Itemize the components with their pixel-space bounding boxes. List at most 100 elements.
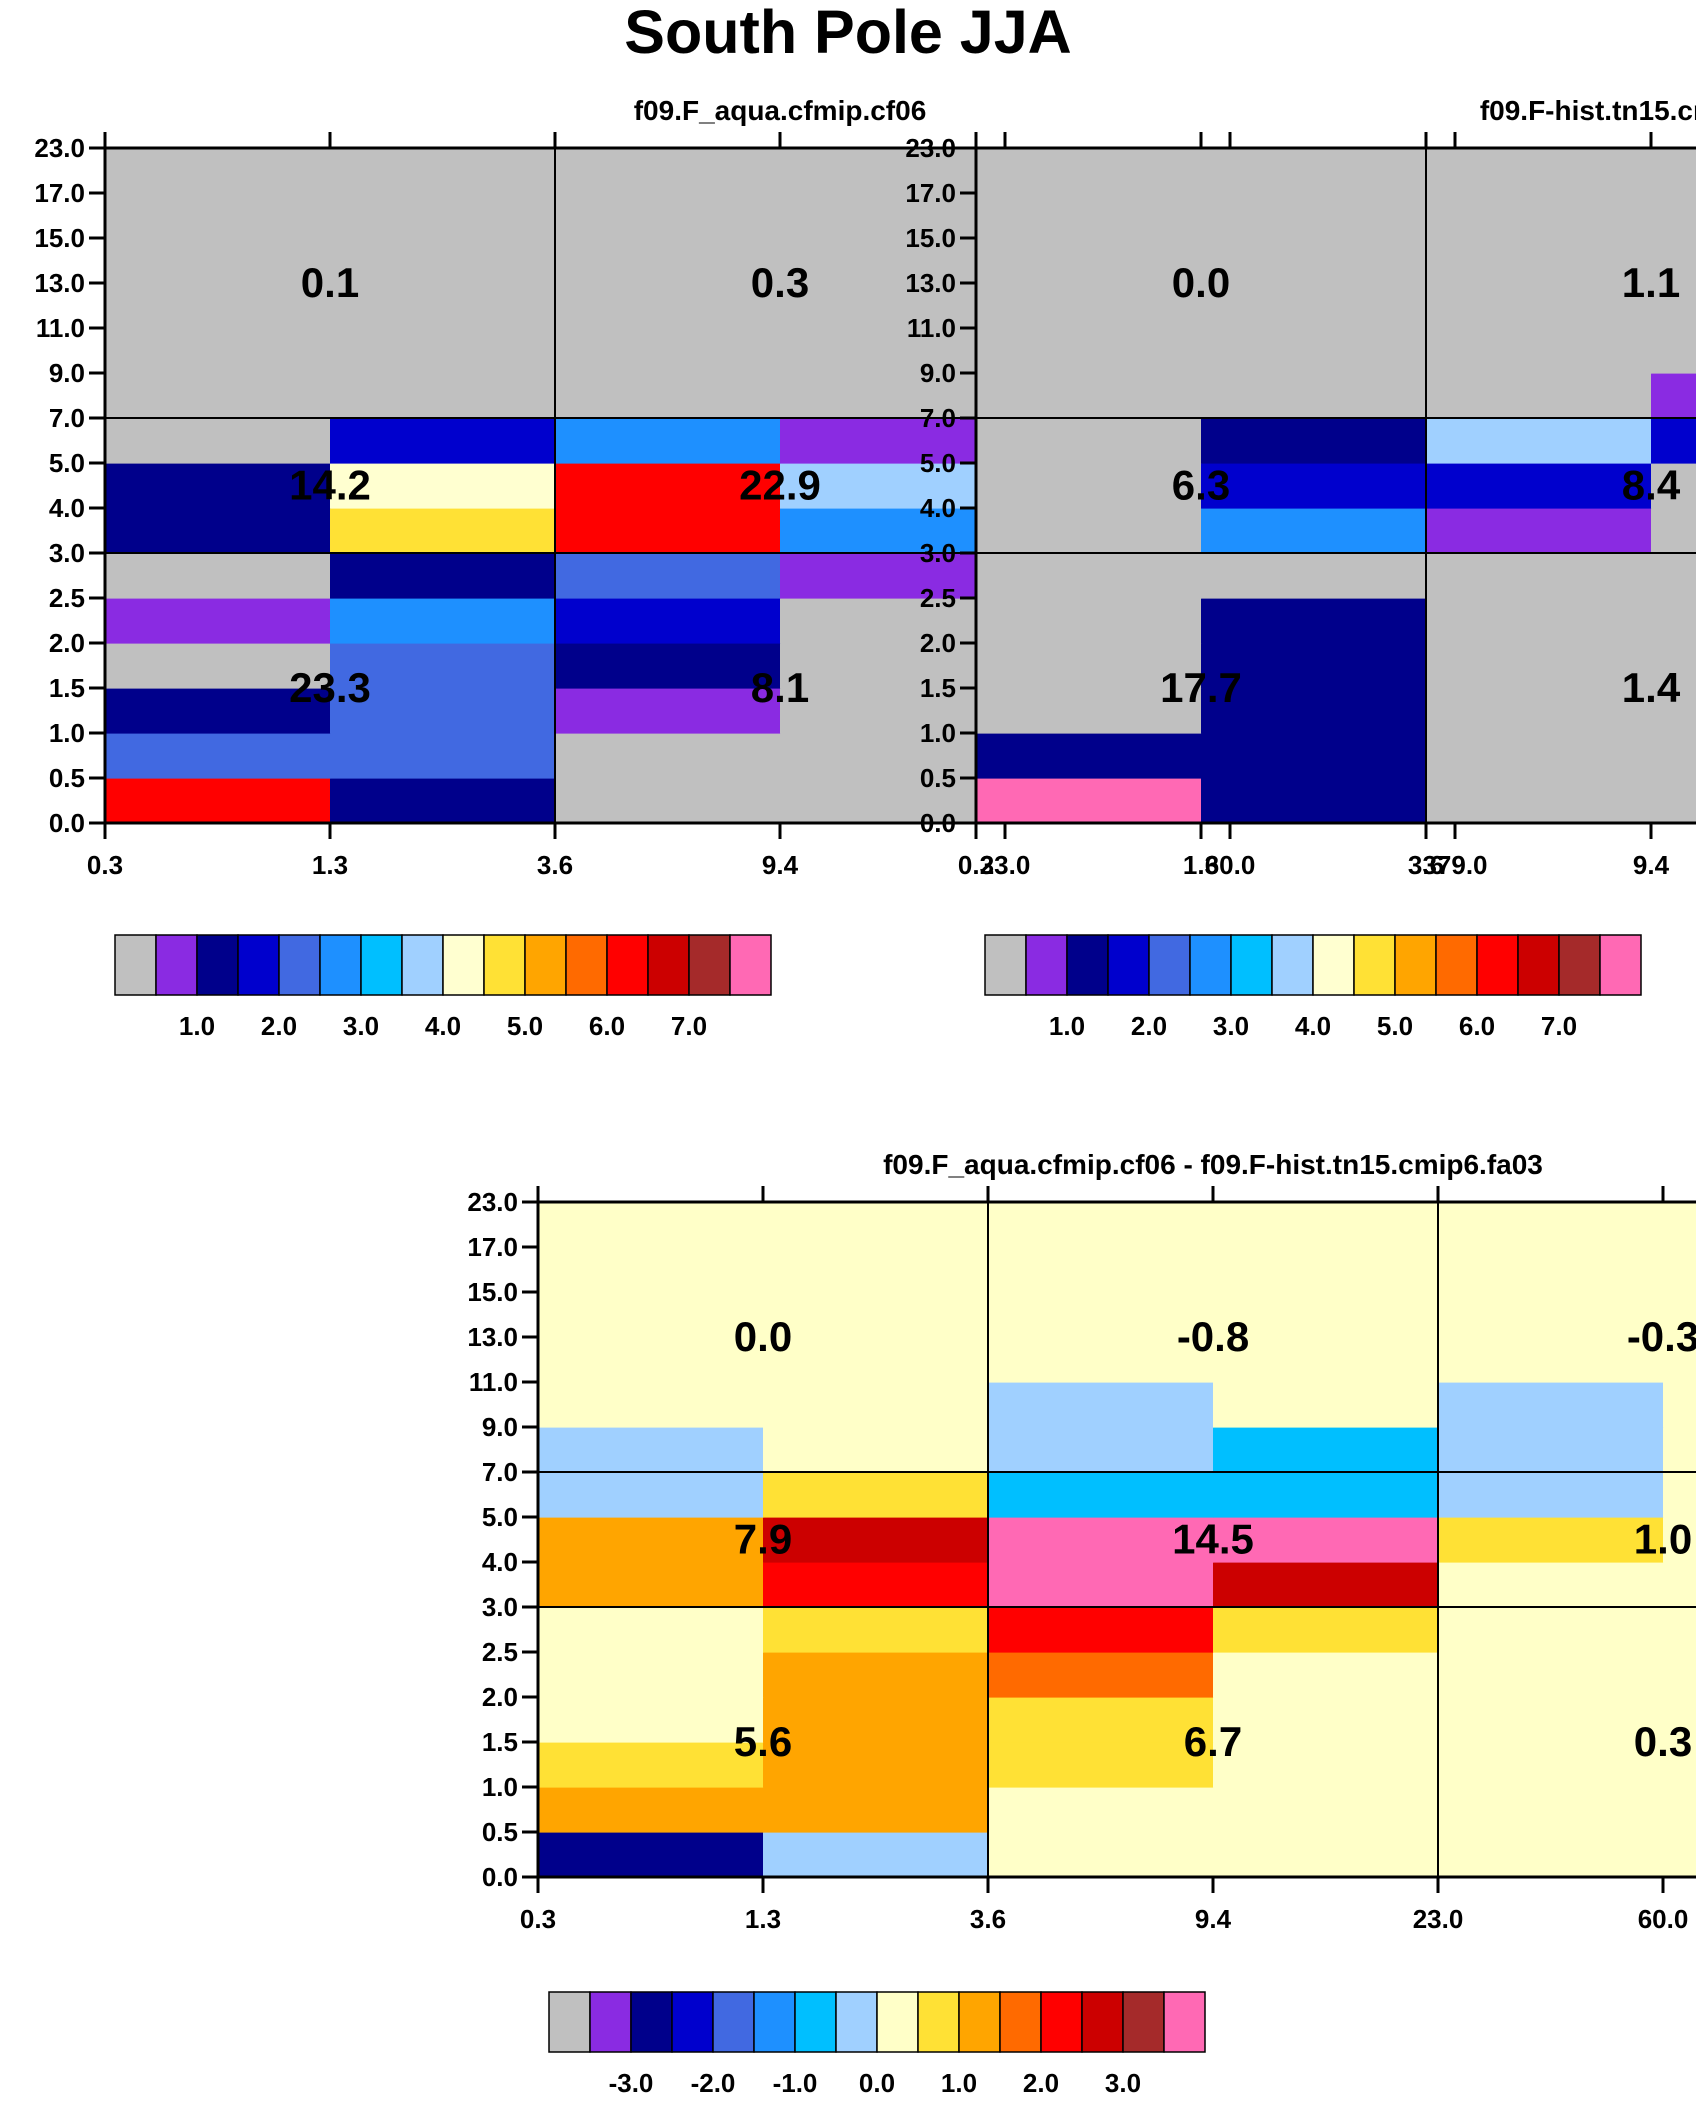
colorbar-label: 2.0 — [261, 1011, 297, 1041]
heatmap-cell — [1201, 373, 1427, 419]
colorbar-swatch — [278, 934, 321, 996]
y-tick-label: 3.0 — [482, 1592, 518, 1622]
heatmap-cell — [330, 148, 556, 194]
heatmap-cell — [763, 1697, 989, 1743]
panel-title: f09.F_aqua.cfmip.cf06 - f09.F-hist.tn15.… — [883, 1149, 1543, 1180]
heatmap-cell — [1651, 508, 1696, 554]
heatmap-cell — [988, 1337, 1214, 1383]
heatmap-cell — [555, 688, 781, 734]
heatmap-cell — [1651, 643, 1696, 689]
y-tick-label: 5.0 — [49, 448, 85, 478]
heatmap-cell — [105, 553, 331, 599]
heatmap-cell — [988, 1787, 1214, 1833]
heatmap-cell — [105, 238, 331, 284]
heatmap-cell — [976, 778, 1202, 824]
colorbar-label: 2.0 — [1131, 1011, 1167, 1041]
heatmap-cell — [1663, 1832, 1696, 1878]
y-tick-label: 0.5 — [920, 763, 956, 793]
y-tick-label: 0.0 — [49, 808, 85, 838]
heatmap-cell — [976, 328, 1202, 374]
heatmap-cell — [988, 1427, 1214, 1473]
y-tick-label: 4.0 — [49, 493, 85, 523]
heatmap-cell — [538, 1292, 764, 1338]
colorbar-swatch — [196, 934, 239, 996]
heatmap-cell — [763, 1742, 989, 1788]
y-tick-label: 15.0 — [905, 223, 956, 253]
heatmap-cell — [976, 643, 1202, 689]
heatmap-cell — [330, 778, 556, 824]
heatmap-cell — [976, 733, 1202, 779]
heatmap-cell — [1213, 1292, 1439, 1338]
colorbar-label: 7.0 — [1541, 1011, 1577, 1041]
heatmap-cell — [1438, 1337, 1664, 1383]
group-total-label: 0.1 — [301, 259, 359, 306]
heatmap-cell — [1213, 1517, 1439, 1563]
heatmap-cell — [780, 283, 1006, 329]
colorbar-swatch — [1025, 934, 1068, 996]
heatmap-cell — [1201, 193, 1427, 239]
heatmap-cell — [780, 328, 1006, 374]
heatmap-cell — [105, 598, 331, 644]
colorbar-swatch — [524, 934, 567, 996]
x-tick-label: 3.6 — [1408, 850, 1444, 880]
heatmap-cell — [1426, 328, 1652, 374]
y-tick-label: 15.0 — [467, 1277, 518, 1307]
heatmap-cell — [538, 1832, 764, 1878]
heatmap-cell — [1201, 733, 1427, 779]
y-tick-label: 17.0 — [905, 178, 956, 208]
heatmap-cell — [1426, 508, 1652, 554]
y-tick-label: 3.0 — [920, 538, 956, 568]
y-tick-label: 9.0 — [49, 358, 85, 388]
colorbar-label: 1.0 — [1049, 1011, 1085, 1041]
group-total-label: -0.3 — [1627, 1313, 1696, 1360]
heatmap-cell — [1201, 598, 1427, 644]
heatmap-cell — [1663, 1607, 1696, 1653]
y-tick-label: 13.0 — [905, 268, 956, 298]
heatmap-cell — [780, 688, 1006, 734]
heatmap-cell — [1213, 1427, 1439, 1473]
heatmap-cell — [1651, 418, 1696, 464]
heatmap-cell — [105, 508, 331, 554]
heatmap-cell — [763, 1202, 989, 1248]
heatmap-cell — [1213, 1787, 1439, 1833]
heatmap-cell — [1213, 1607, 1439, 1653]
heatmap-cell — [105, 418, 331, 464]
colorbar-swatch — [1353, 934, 1396, 996]
colorbar-swatch — [999, 1991, 1042, 2053]
colorbar-swatch — [319, 934, 362, 996]
heatmap-cell — [976, 373, 1202, 419]
heatmap-cell — [1201, 553, 1427, 599]
heatmap-cell — [780, 418, 1006, 464]
group-total-label: 1.1 — [1622, 259, 1680, 306]
heatmap-cell — [1438, 1697, 1664, 1743]
colorbar-swatch — [589, 1991, 632, 2053]
heatmap-cell — [988, 1517, 1214, 1563]
y-tick-label: 1.5 — [482, 1727, 518, 1757]
heatmap-cell — [1651, 193, 1696, 239]
heatmap-cell — [1213, 1832, 1439, 1878]
heatmap-cell — [555, 598, 781, 644]
colorbar-label: 4.0 — [425, 1011, 461, 1041]
heatmap-cell — [555, 418, 781, 464]
y-tick-label: 1.0 — [49, 718, 85, 748]
heatmap-cell — [555, 778, 781, 824]
heatmap-cell — [555, 508, 781, 554]
y-tick-label: 11.0 — [907, 313, 956, 343]
colorbar-label: -2.0 — [691, 2068, 736, 2098]
heatmap-cell — [780, 238, 1006, 284]
heatmap-cell — [555, 463, 781, 509]
colorbar-swatch — [483, 934, 526, 996]
y-tick-label: 1.5 — [920, 673, 956, 703]
group-total-label: 22.9 — [739, 462, 821, 509]
heatmap-cell — [976, 598, 1202, 644]
colorbar-swatch — [360, 934, 403, 996]
y-tick-label: 9.0 — [482, 1412, 518, 1442]
heatmap-cell — [976, 508, 1202, 554]
heatmap-cell — [763, 1292, 989, 1338]
heatmap-cell — [1201, 508, 1427, 554]
heatmap-cell — [1201, 328, 1427, 374]
colorbar-swatch — [1163, 1991, 1206, 2053]
y-tick-label: 13.0 — [467, 1322, 518, 1352]
heatmap-cell — [330, 508, 556, 554]
